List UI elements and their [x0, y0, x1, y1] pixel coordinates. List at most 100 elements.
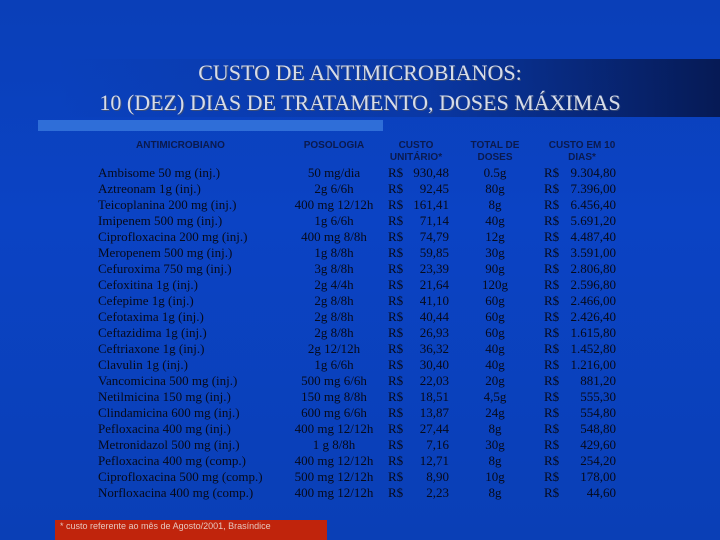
slide-title-line2: 10 (DEZ) DIAS DE TRATAMENTO, DOSES MÁXIM… [99, 90, 621, 115]
unit-currency: R$ [388, 437, 404, 452]
cost-currency: R$ [544, 341, 560, 356]
dosage: 500 mg 12/12h [294, 469, 374, 484]
unit-currency: R$ [388, 469, 404, 484]
header-custo-unitario: CUSTO UNITÁRIO* [389, 140, 443, 163]
drug-name: Cefepime 1g (inj.) [98, 293, 194, 308]
total-doses: 12g [485, 229, 505, 244]
dosage: 400 mg 12/12h [294, 485, 374, 500]
unit-cost: 36,32 [419, 341, 449, 356]
cost-10-days: 1.452,80 [570, 341, 617, 356]
total-doses: 90g [485, 261, 505, 276]
total-doses: 30g [485, 437, 505, 452]
drug-name: Norfloxacina 400 mg (comp.) [98, 485, 254, 500]
table-row: Ceftriaxone 1g (inj.) 2g 12/12h R$ 36,32 40g… [0, 341, 720, 357]
table-row: Metronidazol 500 mg (inj.) 1 g 8/8h R$ 7,16… [0, 437, 720, 453]
unit-currency: R$ [388, 181, 404, 196]
unit-cost: 30,40 [419, 357, 449, 372]
header-posologia: POSOLOGIA [303, 140, 365, 151]
header-antimicrobiano: ANTIMICROBIANO [136, 140, 225, 151]
cost-currency: R$ [544, 405, 560, 420]
header-total-doses: TOTAL DE DOSES [470, 140, 520, 163]
table-row: Cefepime 1g (inj.) 2g 8/8h R$ 41,10 60g R$ 2.4… [0, 293, 720, 309]
dosage: 2g 6/6h [314, 181, 354, 196]
cost-currency: R$ [544, 277, 560, 292]
title-accent-bar [38, 120, 383, 131]
drug-name: Ceftazidima 1g (inj.) [98, 325, 207, 340]
table-row: Clavulin 1g (inj.) 1g 6/6h R$ 30,40 40g R$ 1.2… [0, 357, 720, 373]
unit-currency: R$ [388, 293, 404, 308]
cost-10-days: 2.596,80 [570, 277, 617, 292]
unit-cost: 18,51 [419, 389, 449, 404]
total-doses: 60g [485, 309, 505, 324]
unit-cost: 59,85 [419, 245, 449, 260]
drug-name: Netilmicina 150 mg (inj.) [98, 389, 231, 404]
total-doses: 8g [488, 197, 502, 212]
drug-name: Aztreonam 1g (inj.) [98, 181, 201, 196]
cost-currency: R$ [544, 325, 560, 340]
cost-currency: R$ [544, 245, 560, 260]
dosage: 500 mg 6/6h [301, 373, 367, 388]
header-custo-10-dias: CUSTO EM 10 DIAS* [548, 140, 616, 163]
total-doses: 0.5g [483, 165, 507, 180]
total-doses: 20g [485, 373, 505, 388]
cost-currency: R$ [544, 197, 560, 212]
cost-10-days: 44,60 [586, 485, 616, 500]
cost-10-days: 9.304,80 [570, 165, 617, 180]
unit-cost: 13,87 [419, 405, 449, 420]
unit-currency: R$ [388, 357, 404, 372]
cost-10-days: 2.806,80 [570, 261, 617, 276]
unit-currency: R$ [388, 165, 404, 180]
drug-name: Vancomicina 500 mg (inj.) [98, 373, 238, 388]
table-row: Clindamicina 600 mg (inj.) 600 mg 6/6h R$ 1… [0, 405, 720, 421]
cost-10-days: 7.396,00 [570, 181, 617, 196]
cost-currency: R$ [544, 389, 560, 404]
drug-name: Clavulin 1g (inj.) [98, 357, 188, 372]
dosage: 2g 8/8h [314, 293, 354, 308]
cost-10-days: 1.615,80 [570, 325, 617, 340]
dosage: 2g 12/12h [307, 341, 361, 356]
cost-currency: R$ [544, 453, 560, 468]
slide-title-line1: CUSTO DE ANTIMICROBIANOS: [198, 60, 522, 85]
dosage: 400 mg 12/12h [294, 197, 374, 212]
total-doses: 8g [488, 453, 502, 468]
table-row: Ciprofloxacina 500 mg (comp.) 500 mg 12/1… [0, 469, 720, 485]
table-row: Pefloxacina 400 mg (inj.) 400 mg 12/12h R$… [0, 421, 720, 437]
cost-currency: R$ [544, 165, 560, 180]
unit-cost: 22,03 [419, 373, 449, 388]
unit-currency: R$ [388, 245, 404, 260]
unit-currency: R$ [388, 341, 404, 356]
dosage: 400 mg 12/12h [294, 453, 374, 468]
total-doses: 4,5g [483, 389, 507, 404]
table-row: Imipenem 500 mg (inj.) 1g 6/6h R$ 71,14 40g R… [0, 213, 720, 229]
dosage: 150 mg 8/8h [301, 389, 367, 404]
total-doses: 30g [485, 245, 505, 260]
cost-currency: R$ [544, 229, 560, 244]
table-row: Cefoxitina 1g (inj.) 2g 4/4h R$ 21,64 120g R$… [0, 277, 720, 293]
cost-currency: R$ [544, 181, 560, 196]
table-row: Ciprofloxacina 200 mg (inj.) 400 mg 8/8h R… [0, 229, 720, 245]
unit-currency: R$ [388, 373, 404, 388]
cost-currency: R$ [544, 213, 560, 228]
drug-name: Pefloxacina 400 mg (inj.) [98, 421, 231, 436]
unit-currency: R$ [388, 485, 404, 500]
drug-name: Meropenem 500 mg (inj.) [98, 245, 233, 260]
unit-currency: R$ [388, 309, 404, 324]
unit-cost: 7,16 [426, 437, 449, 452]
total-doses: 40g [485, 341, 505, 356]
unit-currency: R$ [388, 197, 404, 212]
cost-10-days: 2.466,00 [570, 293, 617, 308]
unit-cost: 92,45 [419, 181, 449, 196]
cost-currency: R$ [544, 485, 560, 500]
footnote-bar [55, 520, 327, 540]
table-row: Aztreonam 1g (inj.) 2g 6/6h R$ 92,45 80g R$ 7.… [0, 181, 720, 197]
table-row: Ambisome 50 mg (inj.) 50 mg/dia R$ 930,48 0.… [0, 165, 720, 181]
unit-currency: R$ [388, 229, 404, 244]
unit-currency: R$ [388, 389, 404, 404]
total-doses: 60g [485, 325, 505, 340]
cost-currency: R$ [544, 469, 560, 484]
cost-table: Ambisome 50 mg (inj.) 50 mg/dia R$ 930,48 0.… [0, 165, 720, 501]
drug-name: Ciprofloxacina 500 mg (comp.) [98, 469, 263, 484]
unit-currency: R$ [388, 453, 404, 468]
unit-cost: 12,71 [419, 453, 449, 468]
unit-cost: 21,64 [419, 277, 449, 292]
